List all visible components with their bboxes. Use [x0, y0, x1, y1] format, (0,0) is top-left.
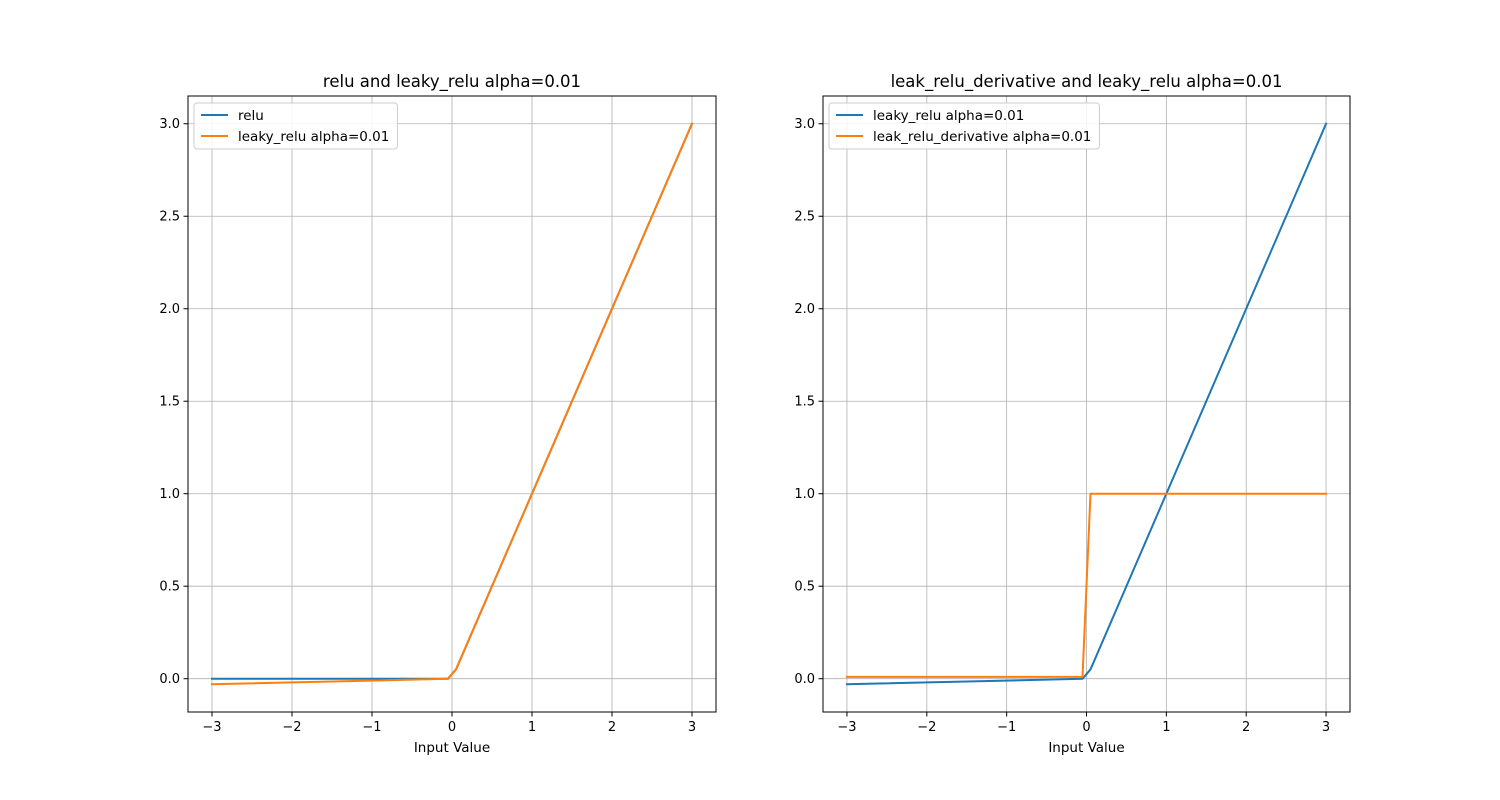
- series-line-1: [210, 122, 694, 686]
- chart-title: leak_relu_derivative and leaky_relu alph…: [891, 72, 1283, 92]
- y-tick-label: 0.0: [159, 672, 180, 687]
- x-tick-label: 1: [528, 720, 536, 735]
- x-tick-label: −2: [917, 720, 936, 735]
- chart-right: −3 −2 −1 0 1 2 3 0.0 0.5 1.0 1.5 2.0 2.5 3.0 leak_relu…: [794, 72, 1351, 756]
- legend-box: [828, 102, 1100, 150]
- x-tick-label: −3: [202, 720, 221, 735]
- legend-label-1: leaky_relu alpha=0.01: [238, 129, 389, 145]
- y-tick-label: 3.0: [794, 117, 815, 132]
- y-tick-label: 0.0: [794, 672, 815, 687]
- x-axis-label: Input Value: [414, 740, 490, 756]
- legend: leaky_relu alpha=0.01 leak_relu_derivativ…: [828, 102, 1100, 150]
- chart-left: −3 −2 −1 0 1 2 3 0.0 0.5 1.0 1.5 2.0 2.5 3.0 relu and …: [159, 72, 717, 756]
- y-tick-label: 2.0: [159, 302, 180, 317]
- y-tick-label: 0.5: [159, 580, 180, 595]
- legend-label-1: leak_relu_derivative alpha=0.01: [873, 129, 1091, 145]
- x-tick-label: −1: [997, 720, 1016, 735]
- x-tick-label: 3: [1322, 720, 1330, 735]
- x-tick-label: −3: [837, 720, 856, 735]
- y-tick-label: 2.5: [159, 210, 180, 225]
- y-tick-label: 3.0: [159, 117, 180, 132]
- y-tick-label: 2.0: [794, 302, 815, 317]
- legend: relu leaky_relu alpha=0.01: [193, 102, 398, 150]
- x-tick-label: −2: [282, 720, 301, 735]
- x-axis-label: Input Value: [1048, 740, 1124, 756]
- x-tick-label: 2: [608, 720, 616, 735]
- y-tick-label: 1.0: [794, 487, 815, 502]
- y-tick-label: 1.5: [159, 395, 180, 410]
- legend-label-0: relu: [238, 108, 264, 124]
- legend-label-0: leaky_relu alpha=0.01: [873, 108, 1024, 124]
- y-tick-label: 1.0: [159, 487, 180, 502]
- y-tick-label: 2.5: [794, 210, 815, 225]
- y-tick-label: 1.5: [794, 395, 815, 410]
- x-tick-label: −1: [362, 720, 381, 735]
- chart-title: relu and leaky_relu alpha=0.01: [323, 72, 581, 92]
- x-tick-label: 0: [1082, 720, 1090, 735]
- series-line-0: [845, 122, 1328, 686]
- y-tick-label: 0.5: [794, 580, 815, 595]
- legend-box: [193, 102, 398, 150]
- x-tick-label: 1: [1162, 720, 1170, 735]
- x-tick-label: 0: [448, 720, 456, 735]
- x-tick-label: 2: [1242, 720, 1250, 735]
- series-line-1: [845, 492, 1328, 678]
- x-tick-label: 3: [688, 720, 696, 735]
